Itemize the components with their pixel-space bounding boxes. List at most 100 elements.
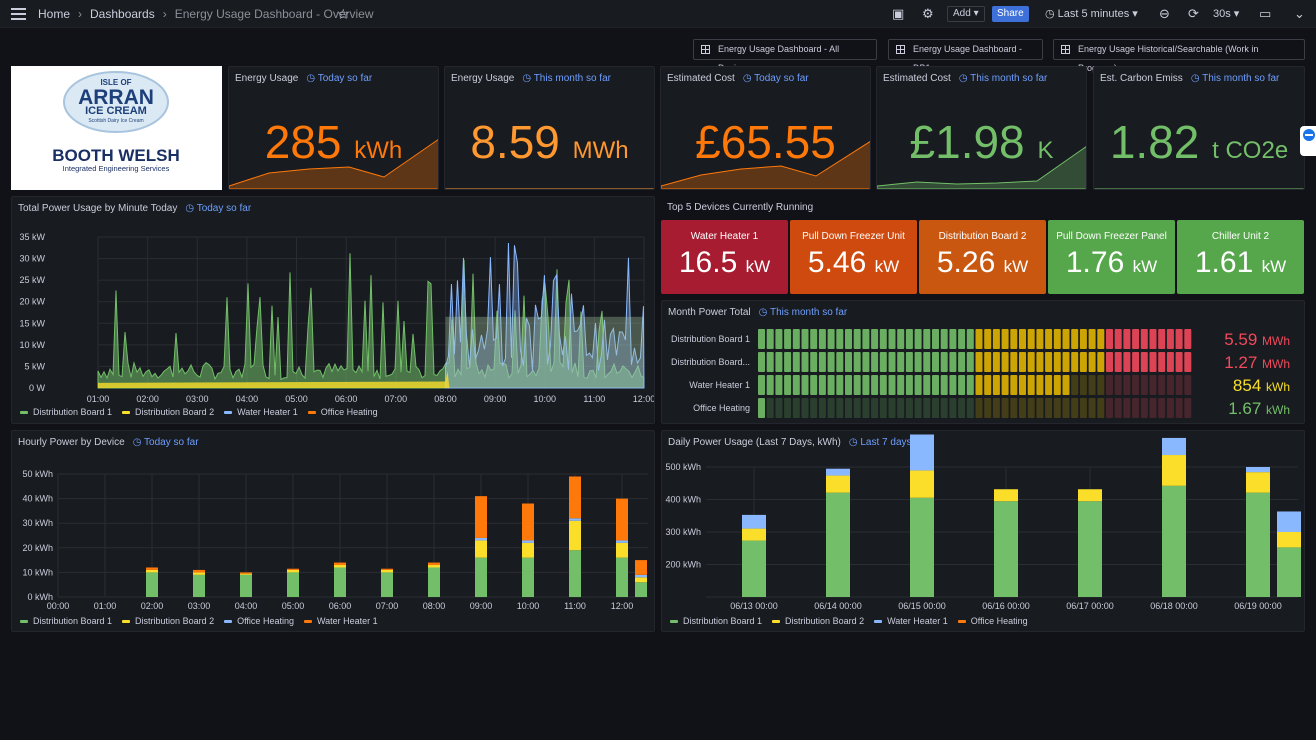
- bar-segment[interactable]: [475, 496, 487, 538]
- bar-segment[interactable]: [193, 569, 205, 573]
- bar-segment[interactable]: [742, 528, 766, 541]
- legend-item[interactable]: Distribution Board 1: [20, 616, 112, 626]
- bar-segment[interactable]: [1277, 547, 1301, 597]
- bar-segment[interactable]: [1162, 437, 1186, 456]
- legend-item[interactable]: Office Heating: [224, 616, 294, 626]
- bar-segment[interactable]: [994, 489, 1018, 502]
- legend-item[interactable]: Distribution Board 1: [20, 407, 112, 417]
- bar-segment[interactable]: [287, 572, 299, 597]
- bar-segment[interactable]: [381, 568, 393, 570]
- bar-segment[interactable]: [1078, 501, 1102, 597]
- gear-icon[interactable]: ⚙: [922, 6, 934, 21]
- bar-segment[interactable]: [569, 518, 581, 521]
- bar-segment[interactable]: [826, 475, 850, 493]
- bar-segment[interactable]: [475, 557, 487, 597]
- bar-segment[interactable]: [240, 574, 252, 597]
- bar-segment[interactable]: [569, 520, 581, 551]
- legend-item[interactable]: Water Heater 1: [303, 616, 378, 626]
- breadcrumb-dashboards[interactable]: Dashboards: [90, 7, 155, 21]
- bar-segment[interactable]: [616, 540, 628, 543]
- legend-item[interactable]: Distribution Board 1: [670, 616, 762, 626]
- bar-segment[interactable]: [1277, 532, 1301, 548]
- bar-segment[interactable]: [635, 560, 647, 575]
- link-historical[interactable]: Energy Usage Historical/Searchable (Work…: [1053, 39, 1305, 73]
- legend-item[interactable]: Office Heating: [307, 407, 378, 417]
- bar-segment[interactable]: [826, 492, 850, 597]
- bar-segment[interactable]: [381, 569, 393, 573]
- bar-segment[interactable]: [475, 540, 487, 558]
- bar-segment[interactable]: [287, 568, 299, 570]
- star-icon[interactable]: ☆: [337, 6, 350, 22]
- tv-icon[interactable]: ▭: [1259, 6, 1272, 21]
- bar-segment[interactable]: [428, 567, 440, 597]
- refresh-icon[interactable]: ⟳: [1188, 6, 1199, 21]
- bar-segment[interactable]: [522, 503, 534, 541]
- legend-item[interactable]: Water Heater 1: [224, 407, 298, 417]
- bar-segment[interactable]: [910, 497, 934, 597]
- bar-segment[interactable]: [616, 542, 628, 558]
- bar-segment[interactable]: [1277, 511, 1301, 532]
- bar-segment[interactable]: [1162, 455, 1186, 486]
- bar-segment[interactable]: [742, 540, 766, 597]
- bar-segment[interactable]: [569, 550, 581, 597]
- legend-item[interactable]: Distribution Board 2: [772, 616, 864, 626]
- breadcrumb-home[interactable]: Home: [38, 7, 71, 21]
- power-legend: Distribution Board 1 Distribution Board …: [20, 407, 378, 417]
- legend-item[interactable]: Office Heating: [957, 616, 1028, 626]
- bar-segment[interactable]: [240, 572, 252, 574]
- bar-segment[interactable]: [635, 582, 647, 597]
- bar-segment[interactable]: [240, 573, 252, 575]
- device-tile[interactable]: Distribution Board 2 5.26 kW: [919, 220, 1046, 294]
- time-picker[interactable]: ◷ Last 5 minutes ▾: [1045, 8, 1138, 20]
- device-tile[interactable]: Chiller Unit 2 1.61 kW: [1177, 220, 1304, 294]
- menu-icon[interactable]: [11, 8, 26, 20]
- bar-segment[interactable]: [910, 434, 934, 471]
- device-tile[interactable]: Water Heater 1 16.5 kW: [661, 220, 788, 294]
- bar-segment[interactable]: [146, 567, 158, 570]
- bar-segment[interactable]: [569, 476, 581, 519]
- bar-segment[interactable]: [616, 498, 628, 541]
- bar-segment[interactable]: [146, 569, 158, 573]
- zoom-out-icon[interactable]: ⊖: [1159, 6, 1170, 21]
- bar-segment[interactable]: [826, 468, 850, 476]
- add-button[interactable]: Add ▾: [947, 6, 985, 22]
- legend-item[interactable]: Distribution Board 2: [122, 616, 214, 626]
- bar-segment[interactable]: [1162, 485, 1186, 597]
- bar-segment[interactable]: [522, 540, 534, 543]
- bar-segment[interactable]: [428, 565, 440, 568]
- bar-segment[interactable]: [334, 562, 346, 566]
- bar-segment[interactable]: [1246, 472, 1270, 493]
- bar-segment[interactable]: [742, 514, 766, 529]
- bar-segment[interactable]: [475, 537, 487, 541]
- gauge-cell: [818, 352, 826, 372]
- bar-segment[interactable]: [334, 567, 346, 597]
- legend-item[interactable]: Distribution Board 2: [122, 407, 214, 417]
- bar-segment[interactable]: [1246, 492, 1270, 597]
- chevron-down-icon[interactable]: ⌄: [1294, 6, 1305, 21]
- side-tab-icon[interactable]: [1300, 126, 1316, 156]
- device-tile[interactable]: Pull Down Freezer Unit 5.46 kW: [790, 220, 917, 294]
- link-db1[interactable]: Energy Usage Dashboard - DB1: [888, 39, 1043, 73]
- bar-segment[interactable]: [334, 565, 346, 568]
- legend-item[interactable]: Water Heater 1: [874, 616, 948, 626]
- save-icon[interactable]: ▣: [892, 6, 905, 21]
- bar-segment[interactable]: [287, 569, 299, 573]
- bar-segment[interactable]: [910, 470, 934, 498]
- bar-segment[interactable]: [635, 574, 647, 578]
- refresh-interval[interactable]: 30s ▾: [1213, 8, 1240, 20]
- share-button[interactable]: Share: [992, 6, 1029, 22]
- bar-segment[interactable]: [381, 572, 393, 597]
- bar-segment[interactable]: [1078, 489, 1102, 502]
- bar-segment[interactable]: [428, 562, 440, 566]
- bar-segment[interactable]: [193, 572, 205, 575]
- device-tile[interactable]: Pull Down Freezer Panel 1.76 kW: [1048, 220, 1175, 294]
- bar-segment[interactable]: [522, 557, 534, 597]
- bar-segment[interactable]: [1246, 467, 1270, 473]
- bar-segment[interactable]: [146, 572, 158, 597]
- link-all-devices[interactable]: Energy Usage Dashboard - All Devices: [693, 39, 877, 73]
- bar-segment[interactable]: [616, 557, 628, 597]
- bar-segment[interactable]: [635, 577, 647, 583]
- bar-segment[interactable]: [522, 542, 534, 558]
- bar-segment[interactable]: [994, 501, 1018, 597]
- bar-segment[interactable]: [193, 574, 205, 597]
